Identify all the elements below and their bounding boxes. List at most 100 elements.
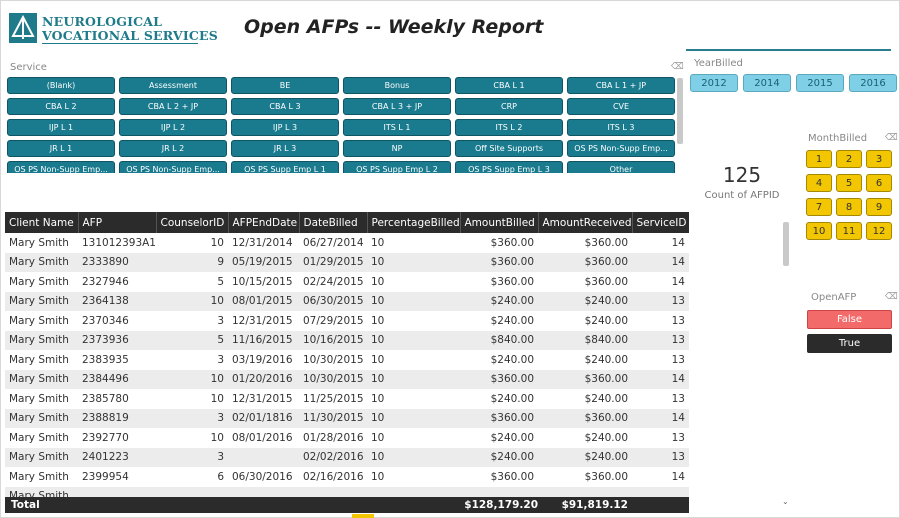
service-item[interactable]: Other [567,161,675,173]
page-tab-indicator[interactable] [352,514,374,518]
month-item[interactable]: 5 [836,174,862,192]
column-header[interactable]: DateBilled [299,212,368,233]
table-row[interactable]: Mary Smith 2384496 10 01/20/2016 10/30/2015 1… [5,369,689,389]
service-item[interactable]: CVE [567,98,675,115]
service-item[interactable]: OS PS Supp Emp L 2 [343,161,451,173]
table-cell: 10 [371,353,385,366]
year-item[interactable]: 2014 [743,74,791,92]
service-item[interactable]: OS PS Non-Supp Emp... [7,161,115,173]
month-item[interactable]: 10 [806,222,832,240]
column-header[interactable]: CounselorID [156,212,229,233]
year-item[interactable]: 2016 [849,74,897,92]
open-afp-true-button[interactable]: True [807,334,892,353]
column-header[interactable]: AFPEndDate [228,212,300,233]
service-item[interactable]: ITS L 1 [343,119,451,136]
table-cell: 9 [156,252,228,272]
table-cell: Mary Smith [9,431,69,444]
table-row[interactable]: Mary Smith 2385780 10 12/31/2015 11/25/2015 1… [5,389,689,409]
table-cell: 10 [371,470,385,483]
table-cell: $240.00 [460,291,538,311]
scroll-down-icon[interactable]: ⌄ [782,497,789,506]
service-item[interactable]: OS PS Supp Emp L 3 [455,161,563,173]
table-row[interactable]: Mary Smith 2401223 3 02/02/2016 10 $240.00 $24… [5,447,689,467]
table-cell: $360.00 [490,236,534,249]
afp-count-label: Count of AFPID [704,190,780,201]
service-item[interactable]: IJP L 1 [7,119,115,136]
table-cell: 3 [217,314,224,327]
table-cell: 5 [217,275,224,288]
service-item[interactable]: NP [343,140,451,157]
service-item[interactable]: IJP L 3 [231,119,339,136]
month-item[interactable]: 8 [836,198,862,216]
table-row[interactable]: Mary Smith 2364138 10 08/01/2015 06/30/2015 1… [5,291,689,311]
table-row[interactable]: Mary Smith 2392770 10 08/01/2016 01/28/2016 1… [5,428,689,448]
table-cell: 3 [156,408,228,428]
service-item[interactable]: (Blank) [7,77,115,94]
company-logo: NEUROLOGICAL VOCATIONAL SERVICES [8,12,218,46]
column-header[interactable]: AmountReceived [538,212,633,233]
service-item[interactable]: OS PS Supp Emp L 1 [231,161,339,173]
table-row[interactable]: Mary Smith 131012393A1 10 12/31/2014 06/27/2… [5,233,689,253]
table-cell: 14 [671,236,685,249]
year-item[interactable]: 2012 [690,74,738,92]
month-clear-icon[interactable]: ⌫ [885,133,898,143]
service-item[interactable]: JR L 2 [119,140,227,157]
open-afp-false-button[interactable]: False [807,310,892,329]
service-slicer-scrollbar[interactable] [677,78,683,144]
month-item[interactable]: 4 [806,174,832,192]
column-header[interactable]: PercentageBilled [367,212,461,233]
service-item[interactable]: JR L 1 [7,140,115,157]
column-header[interactable]: AmountBilled [460,212,539,233]
table-cell: 2373936 [78,330,156,350]
month-item[interactable]: 7 [806,198,832,216]
month-item[interactable]: 9 [866,198,892,216]
service-item[interactable]: CBA L 2 [7,98,115,115]
service-item[interactable]: JR L 3 [231,140,339,157]
service-item[interactable]: Assessment [119,77,227,94]
service-item[interactable]: BE [231,77,339,94]
table-row[interactable]: Mary Smith 2399954 6 06/30/2016 02/16/2016 10… [5,467,689,487]
column-header[interactable]: AFP [78,212,157,233]
table-row[interactable]: Mary Smith 2388819 3 02/01/1816 11/30/2015 10… [5,408,689,428]
service-item[interactable]: CBA L 3 + JP [343,98,451,115]
table-cell: 10 [371,392,385,405]
service-item[interactable]: CBA L 1 [455,77,563,94]
year-item[interactable]: 2015 [796,74,844,92]
service-item[interactable]: IJP L 2 [119,119,227,136]
table-scrollbar[interactable] [783,222,789,266]
service-item[interactable]: CBA L 1 + JP [567,77,675,94]
month-item[interactable]: 3 [866,150,892,168]
table-cell: 11/25/2015 [303,392,364,405]
table-row[interactable]: Mary Smith 2327946 5 10/15/2015 02/24/2015 10… [5,272,689,292]
month-item[interactable]: 2 [836,150,862,168]
service-item[interactable]: OS PS Non-Supp Emp... [567,140,675,157]
service-item[interactable]: ITS L 3 [567,119,675,136]
table-cell: 10/30/2015 [303,353,364,366]
month-item[interactable]: 11 [836,222,862,240]
column-header[interactable]: ServiceID [632,212,689,233]
service-item[interactable]: Bonus [343,77,451,94]
table-cell: Mary Smith [9,236,69,249]
service-slicer-label: Service [10,62,47,73]
table-row[interactable]: Mary Smith 2370346 3 12/31/2015 07/29/2015 10… [5,311,689,331]
service-clear-icon[interactable]: ⌫ [671,62,684,72]
service-item[interactable]: Off Site Supports [455,140,563,157]
table-cell: $240.00 [460,447,538,467]
open-afp-clear-icon[interactable]: ⌫ [885,292,898,302]
service-item[interactable]: OS PS Non-Supp Emp... [119,161,227,173]
table-cell: 12/31/2015 [232,392,293,405]
table-cell: $840.00 [538,330,632,350]
table-row[interactable]: Mary Smith 2333890 9 05/19/2015 01/29/2015 10… [5,252,689,272]
report-title: Open AFPs -- Weekly Report [244,16,544,38]
month-item[interactable]: 6 [866,174,892,192]
table-row[interactable]: Mary Smith 2373936 5 11/16/2015 10/16/2015 10… [5,330,689,350]
column-header[interactable]: Client Name [5,212,79,233]
month-item[interactable]: 1 [806,150,832,168]
table-cell: $360.00 [460,408,538,428]
service-item[interactable]: ITS L 2 [455,119,563,136]
month-item[interactable]: 12 [866,222,892,240]
table-row[interactable]: Mary Smith 2383935 3 03/19/2016 10/30/2015 10… [5,350,689,370]
service-item[interactable]: CRP [455,98,563,115]
service-item[interactable]: CBA L 2 + JP [119,98,227,115]
service-item[interactable]: CBA L 3 [231,98,339,115]
